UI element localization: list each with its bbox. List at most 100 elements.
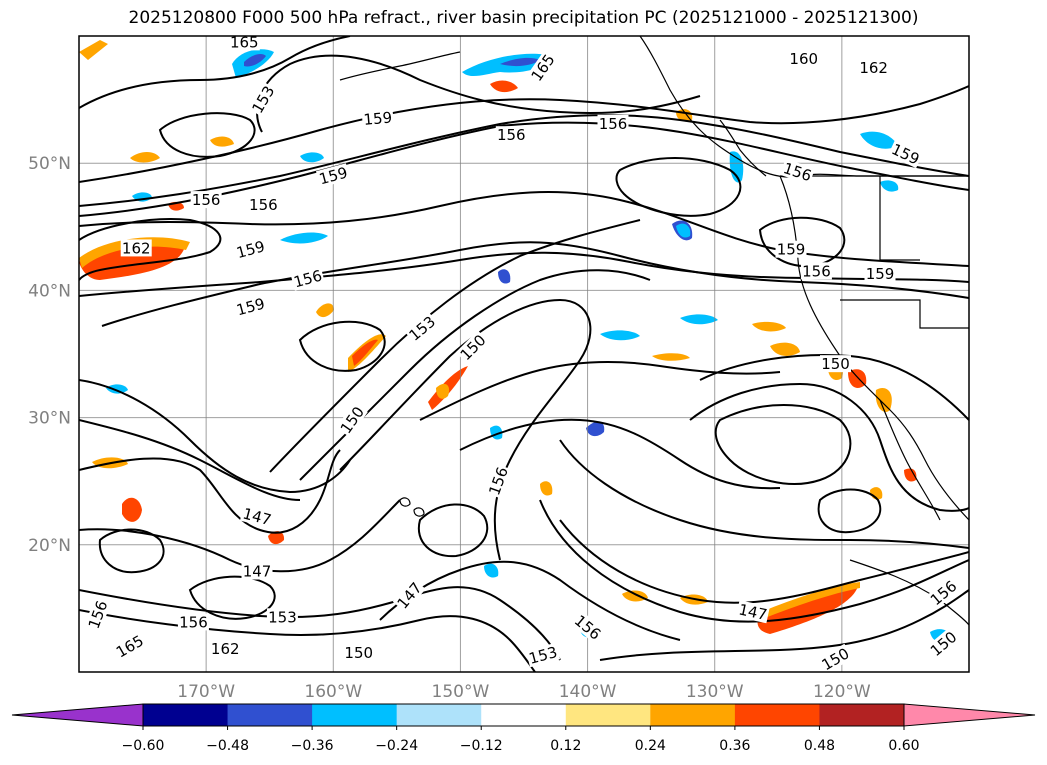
contour-label-bg [780, 158, 815, 185]
pos-anomaly-subtropic-3 [316, 303, 334, 318]
neg-anomaly-ne-box [880, 180, 899, 192]
contour-label-text: 165 [230, 33, 259, 51]
colorbar-tick-label: 0.24 [635, 738, 666, 754]
border-states-1 [840, 299, 969, 329]
contour-label-bg [343, 643, 375, 661]
contour-label-text: 159 [363, 108, 393, 128]
contour-label-bg [455, 330, 490, 365]
pos-anomaly-south-2-edge [756, 582, 860, 620]
contour-label: 156 [177, 613, 209, 631]
contour-closed-east [714, 404, 852, 485]
contour-label: 147 [241, 562, 273, 581]
contour-closed-ne [758, 216, 846, 268]
neg-anomaly-gulf-alaska-core [500, 57, 540, 67]
contour-label-bg [525, 642, 561, 668]
pos-anomaly-east-2 [752, 321, 786, 332]
contour-label-text: 159 [866, 265, 895, 283]
neg-anomaly-aleutian-core [244, 54, 266, 67]
colorbar-tick-label: −0.24 [375, 738, 418, 754]
border-states-2 [879, 176, 920, 261]
colorbar-tick-label: −0.36 [291, 738, 334, 754]
contour-label-bg [190, 191, 222, 209]
pos-anomaly-west-1 [122, 497, 142, 522]
neg-anomaly-central-3 [586, 421, 605, 437]
contour-label-bg [597, 114, 629, 132]
contour-label-text: 156 [179, 613, 208, 631]
colorbar-over-arrow [903, 703, 1036, 727]
lon-label: 140°W [559, 682, 617, 702]
contour-147-east [559, 519, 969, 604]
neg-anomaly-south-2 [484, 563, 499, 578]
pos-anomaly-gulf [490, 80, 518, 93]
contour-label-text: 156 [802, 262, 831, 280]
contour-label: 156 [495, 126, 527, 144]
contour-153-south [79, 586, 561, 661]
contour-label-bg [526, 49, 559, 86]
contour-159-north [79, 114, 969, 207]
contour-label: 156 [247, 196, 279, 214]
pos-anomaly-south-2 [757, 586, 858, 634]
lat-label: 50°N [28, 154, 71, 174]
contour-label: 165 [228, 33, 260, 51]
contour-156-north [79, 121, 969, 217]
contour-label-bg [84, 597, 111, 633]
colorbar-segment [734, 704, 820, 726]
contour-153-diagonal [269, 219, 641, 473]
contour-153-mid [419, 360, 781, 421]
contour-label-bg [404, 311, 440, 345]
contour-150-west [79, 379, 351, 494]
contour-label-bg [570, 610, 606, 644]
neg-anomaly-west-2 [498, 269, 511, 284]
aleutian-islands [339, 51, 461, 81]
contour-closed-west [98, 528, 165, 574]
contour-label-bg [233, 294, 268, 319]
contour-label-text: 153 [268, 608, 297, 626]
contour-label-bg [775, 240, 807, 258]
contour-label: 162 [858, 58, 890, 77]
pos-anomaly-baja-2 [904, 468, 917, 482]
neg-anomaly-nw-coast [860, 131, 898, 149]
colorbar-segment [650, 704, 736, 726]
hawaii-islands [399, 497, 425, 517]
contour-label-bg [233, 236, 268, 262]
contour-150-trough [339, 298, 592, 561]
pos-anomaly-east-1 [770, 342, 800, 356]
contour-label: 162 [209, 640, 241, 658]
contour-label-text: 162 [859, 59, 888, 77]
contour-label-bg [241, 562, 273, 580]
contour-label: 159 [775, 240, 807, 259]
contour-label: 159 [361, 108, 394, 129]
contour-labels: 165 162 160 165 153 159 156 156 159 156 156 156 159 1… [84, 33, 961, 672]
contour-150-mid-west [79, 419, 301, 501]
colorbar-segment [565, 704, 651, 726]
neg-anomaly-nw [280, 232, 328, 244]
contour-label-text: 156 [192, 191, 221, 209]
contour-label-bg [925, 627, 961, 661]
colorbar-frame [142, 703, 905, 727]
contour-label: 160 [788, 49, 820, 68]
contour-label-bg [392, 578, 426, 613]
pos-anomaly-south-1 [268, 531, 285, 545]
contour-label-bg [800, 262, 832, 280]
colorbar-segment [396, 704, 482, 726]
colorbar-tick-label: 0.60 [888, 738, 919, 754]
contour-label: 150 [343, 643, 375, 662]
contour-label-text: 156 [249, 196, 278, 214]
pos-anomaly-central [540, 481, 553, 496]
contour-label-bg [864, 264, 896, 282]
lon-label: 150°W [432, 682, 490, 702]
pos-anomaly-nw-2 [130, 152, 160, 163]
contour-label-text: 150 [344, 644, 373, 662]
contour-label-bg [736, 600, 770, 624]
contour-label-bg [247, 196, 279, 214]
colorbar-tick-label: −0.48 [206, 738, 249, 754]
neg-anomaly-bc [729, 151, 744, 183]
lon-label: 120°W [813, 682, 871, 702]
contour-label: 159 [864, 264, 896, 283]
pos-anomaly-dateline-west-edge [79, 237, 190, 268]
colorbar-tick-label: 0.36 [719, 738, 750, 754]
colorbar-tick-label: 0.48 [804, 738, 835, 754]
map-content: 165 162 160 165 153 159 156 156 159 156 156 156 159 1… [79, 33, 969, 672]
contour-150-gulf [256, 54, 701, 133]
